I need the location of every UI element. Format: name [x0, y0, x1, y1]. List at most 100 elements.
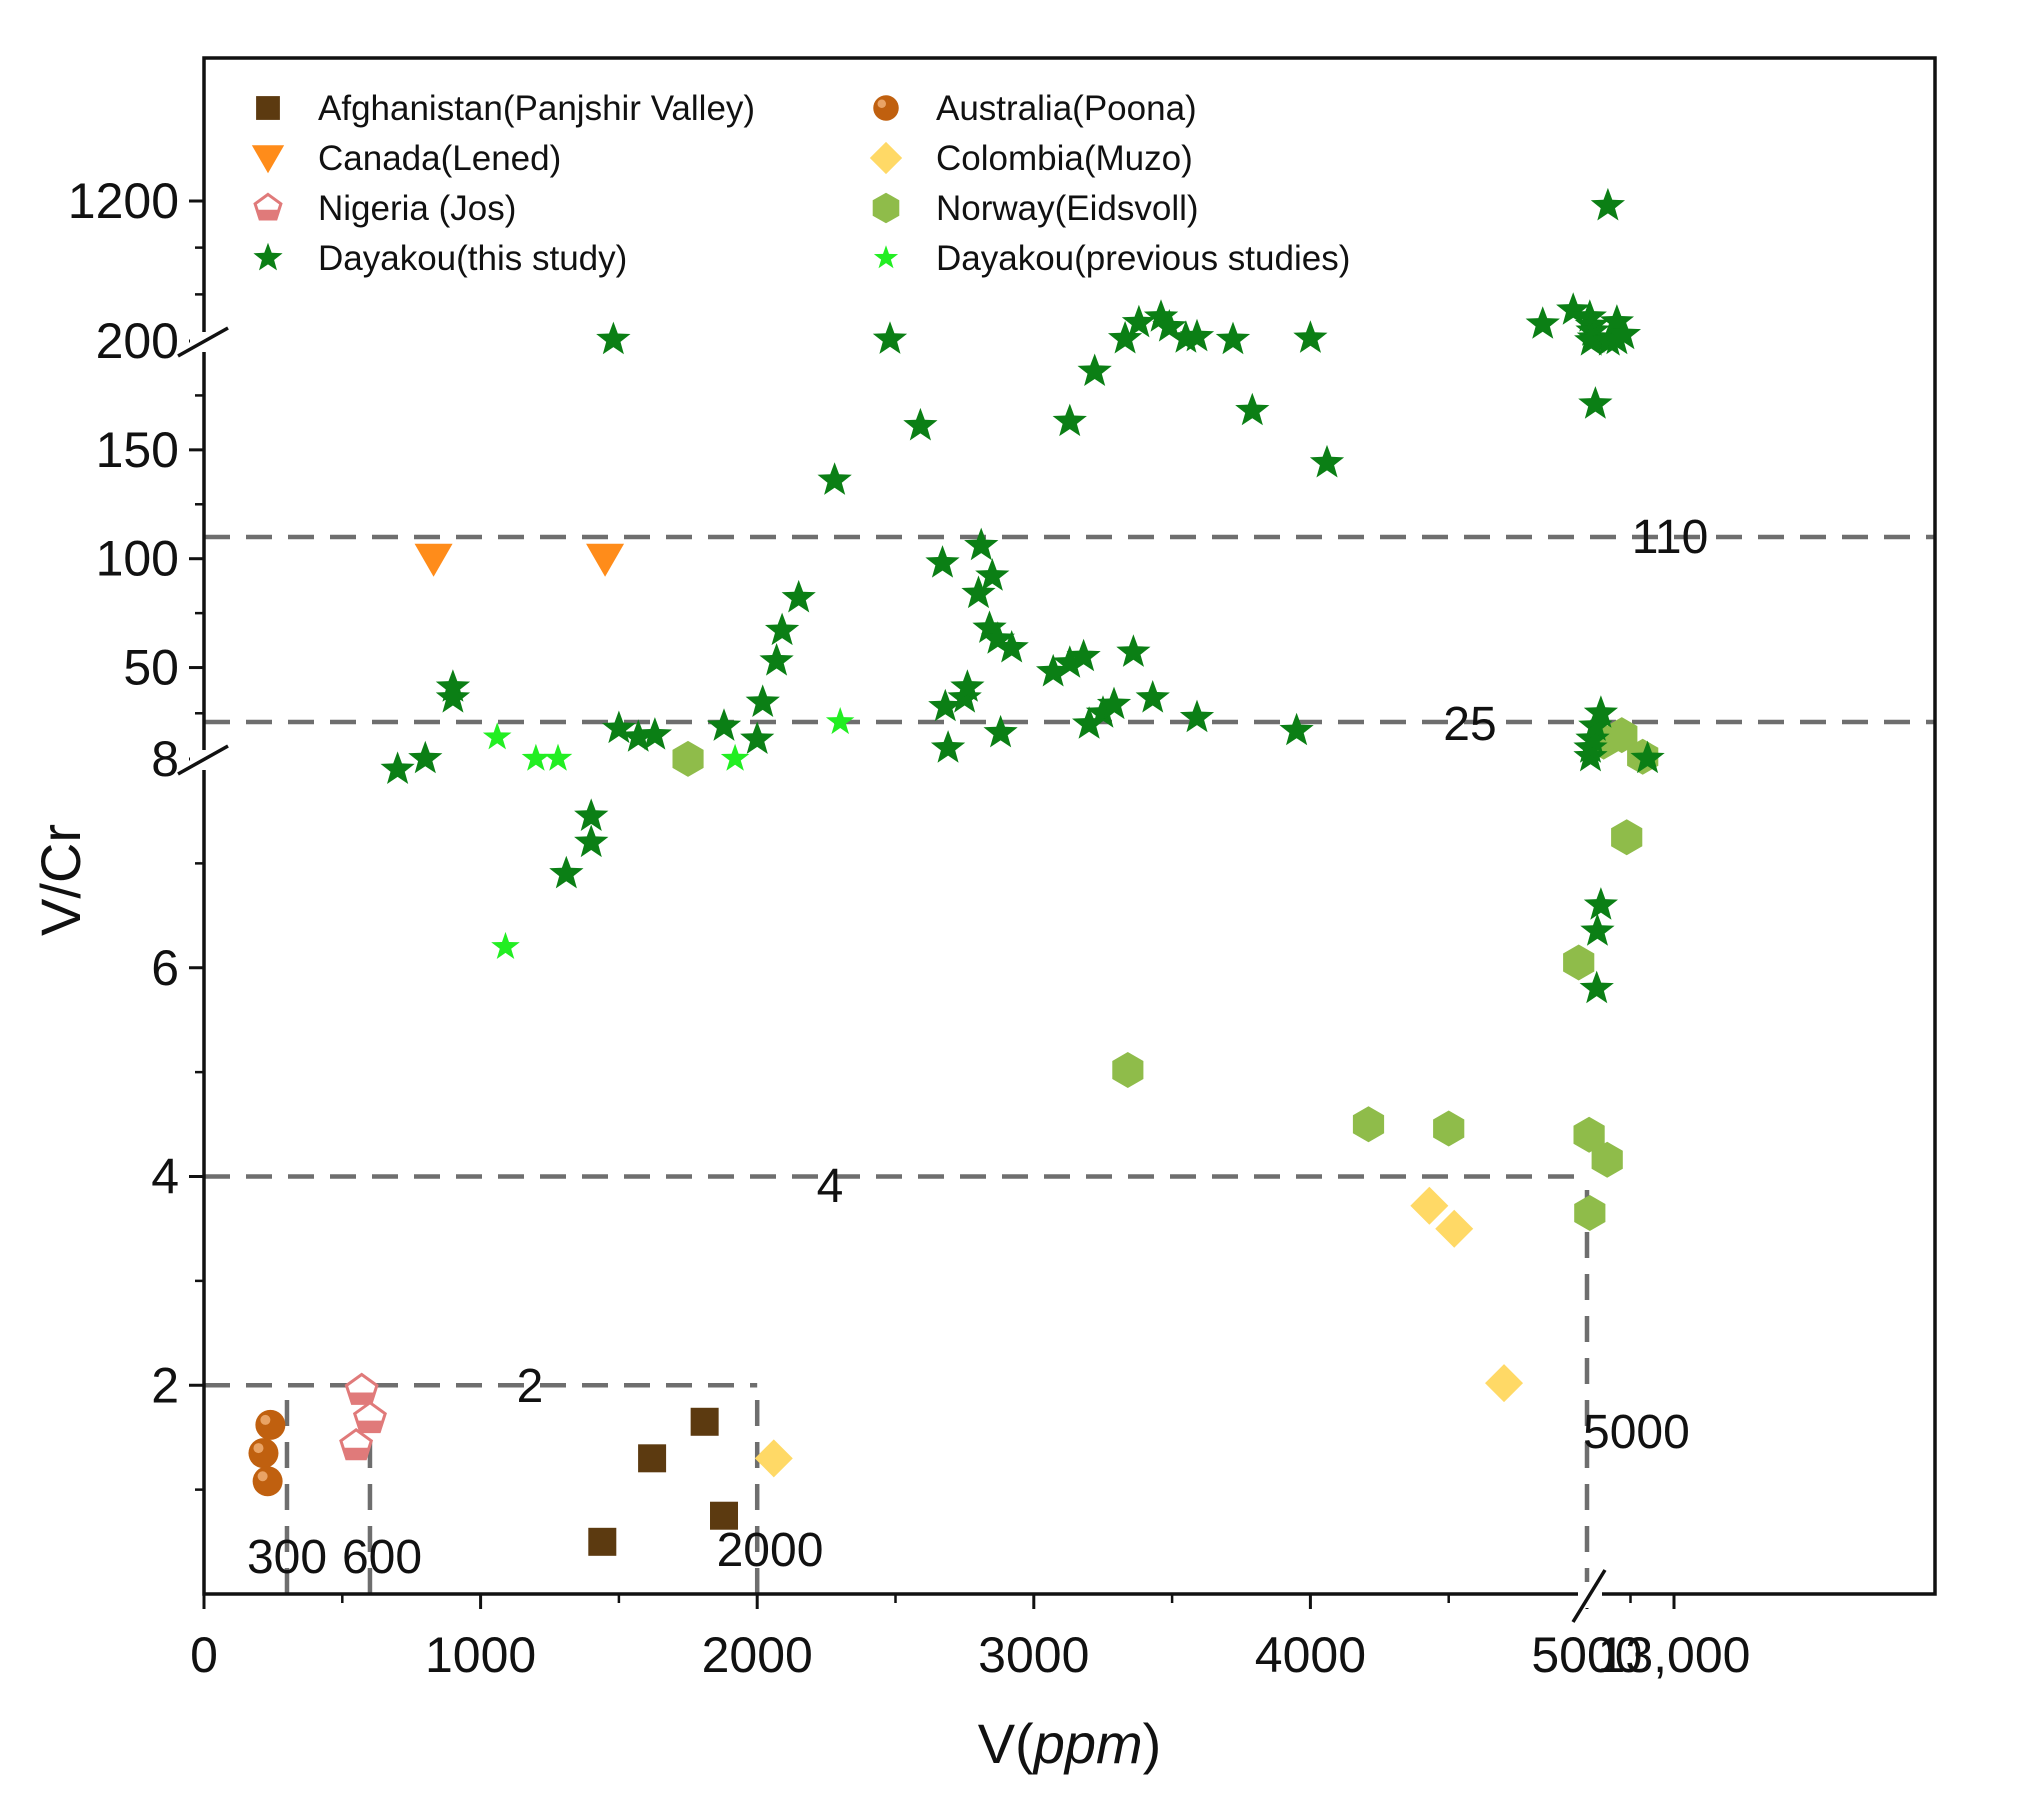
data-point-s6-31	[994, 630, 1029, 663]
x-axis-title-part: ppm	[1032, 1712, 1143, 1775]
data-point-s6-21	[928, 688, 963, 722]
data-point-s7-0	[482, 722, 512, 750]
y-tick-label-200: 200	[96, 313, 179, 369]
sphere-highlight	[877, 99, 886, 108]
legend-marker-1	[873, 95, 899, 121]
reference-label-25: 25	[1443, 698, 1496, 751]
data-point-s7-2	[521, 743, 551, 771]
data-point-s6-37	[1085, 695, 1121, 728]
data-point-s6-3	[435, 680, 471, 713]
data-point-s0-1	[638, 1444, 667, 1473]
y-tick-label-2: 2	[151, 1357, 179, 1413]
data-point-s6-29	[980, 621, 1015, 654]
x-tick-label-0: 0	[190, 1627, 218, 1683]
legend-item-2: Canada(Lened)	[251, 139, 561, 178]
data-point-s6-72	[1630, 740, 1665, 774]
data-point-s6-46	[1168, 320, 1203, 353]
y-tick-label-1200: 1200	[68, 173, 179, 229]
legend-marker-6	[253, 242, 283, 271]
legend-marker-4	[253, 192, 283, 221]
data-point-s6-30	[983, 714, 1018, 748]
data-point-s0-2	[690, 1407, 719, 1436]
data-point-s7-4	[720, 743, 750, 771]
data-point-s5-1	[1112, 1052, 1144, 1088]
series-4	[339, 1372, 387, 1461]
data-point-s6-32	[1036, 653, 1071, 687]
legend-label-2: Canada(Lened)	[318, 139, 561, 178]
data-point-s5-9	[1606, 717, 1638, 754]
data-point-s6-40	[1116, 634, 1151, 667]
data-point-s6-52	[1309, 444, 1345, 478]
data-point-s6-33	[1052, 403, 1087, 437]
data-point-s6-6	[574, 824, 609, 858]
data-point-s6-41	[1108, 320, 1143, 354]
legend-marker-2	[251, 145, 285, 174]
reference-label-5000: 5000	[1583, 1406, 1690, 1459]
series-7	[482, 707, 855, 959]
data-point-s5-6	[1591, 1141, 1623, 1178]
legend-item-5: Norway(Eidsvoll)	[872, 189, 1199, 228]
data-point-s7-3	[543, 743, 573, 771]
x-axis-title: V(ppm)	[978, 1712, 1162, 1775]
data-point-s6-11	[706, 708, 742, 741]
series-5	[672, 717, 1659, 1231]
data-point-s6-7	[596, 321, 631, 355]
data-point-s4-0	[344, 1372, 379, 1405]
legend-label-4: Nigeria (Jos)	[318, 189, 516, 228]
data-marks-layer	[248, 187, 1665, 1556]
legend-marker-5	[872, 192, 900, 224]
y-axis-title: V/Cr	[29, 824, 92, 936]
data-point-s6-5	[574, 798, 609, 831]
y-break-mark-200	[177, 326, 229, 358]
series-1	[248, 1409, 286, 1497]
data-point-s6-27	[972, 610, 1007, 643]
data-point-s6-13	[745, 684, 780, 717]
y-tick-label-100: 100	[96, 531, 179, 587]
y-tick-label-150: 150	[96, 422, 179, 478]
data-point-s6-26	[961, 575, 996, 609]
sphere-highlight	[257, 1471, 268, 1482]
axes-layer: 0 1000 2000 3000 4000 500013,0002468501001502…	[29, 56, 1937, 1775]
data-point-s2-0	[414, 543, 453, 577]
x-tick-label-3000: 3000	[978, 1627, 1089, 1683]
data-point-s6-67	[1590, 187, 1625, 221]
sphere-body	[248, 1438, 279, 1469]
data-point-s6-48	[1215, 321, 1251, 355]
legend: Afghanistan(Panjshir Valley) Australia(Po…	[251, 89, 1350, 278]
legend-marker-7	[873, 245, 899, 269]
data-point-s6-25	[964, 527, 999, 561]
data-point-s1-2	[252, 1466, 283, 1497]
data-point-s5-7	[1563, 944, 1595, 981]
data-point-s6-53	[1179, 699, 1215, 733]
data-point-s6-28	[975, 558, 1010, 591]
x-axis-title-part: )	[1143, 1712, 1162, 1775]
reference-lines-layer: 110 25 4 2 300 600 2000 5000	[204, 511, 1935, 1594]
y-tick-label-6: 6	[151, 940, 179, 996]
y-tick-label-4: 4	[151, 1149, 179, 1205]
legend-marker-3	[869, 141, 903, 175]
legend-label-1: Australia(Poona)	[936, 89, 1197, 128]
data-point-s6-19	[903, 407, 938, 441]
data-point-s6-49	[1235, 392, 1270, 426]
legend-item-4: Nigeria (Jos)	[253, 189, 516, 228]
data-point-s6-64	[1575, 721, 1610, 754]
data-point-s6-75	[1579, 970, 1614, 1004]
data-point-s6-22	[930, 730, 966, 763]
data-point-s1-0	[255, 1409, 286, 1440]
data-point-s6-51	[1293, 320, 1328, 353]
data-point-s6-45	[1152, 309, 1187, 342]
data-point-s5-2	[1352, 1106, 1385, 1143]
series-3	[754, 1186, 1524, 1478]
data-point-s6-74	[1580, 913, 1615, 946]
data-point-s7-5	[825, 707, 855, 735]
data-point-s6-71	[1606, 316, 1641, 350]
data-point-s0-0	[588, 1527, 617, 1556]
data-point-s3-2	[1435, 1209, 1474, 1248]
data-point-s6-66	[1583, 695, 1618, 728]
data-point-s5-0	[672, 740, 704, 777]
pentagon-fill	[256, 209, 280, 220]
x-tick-label-5000: 5000	[1531, 1627, 1642, 1683]
data-point-s6-8	[601, 710, 636, 744]
series-2	[414, 543, 625, 577]
data-point-s5-4	[1573, 1116, 1605, 1153]
